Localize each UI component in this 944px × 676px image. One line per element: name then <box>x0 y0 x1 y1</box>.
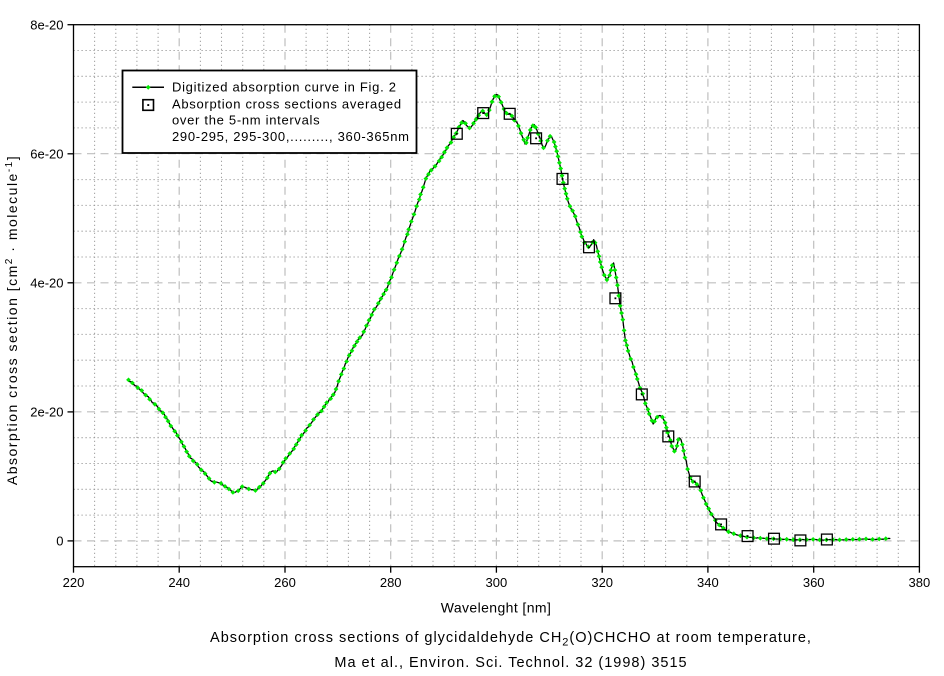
svg-text:2e-20: 2e-20 <box>30 405 63 420</box>
svg-text:Wavelenght [nm]: Wavelenght [nm] <box>441 600 552 616</box>
svg-text:300: 300 <box>486 575 508 590</box>
svg-text:Absorption cross section [cm2: Absorption cross section [cm2 · molecule… <box>4 155 20 485</box>
svg-text:4e-20: 4e-20 <box>30 276 63 291</box>
svg-text:Absorption cross sections of g: Absorption cross sections of glycidaldeh… <box>210 630 812 649</box>
svg-text:320: 320 <box>591 575 613 590</box>
svg-text:240: 240 <box>168 575 190 590</box>
svg-text:Absorption cross sections aver: Absorption cross sections averaged <box>172 97 402 112</box>
svg-text:Ma et al., Environ. Sci. Techn: Ma et al., Environ. Sci. Technol. 32 (19… <box>334 655 687 671</box>
svg-text:260: 260 <box>274 575 296 590</box>
svg-text:0: 0 <box>56 534 63 549</box>
svg-text:360: 360 <box>803 575 825 590</box>
svg-text:6e-20: 6e-20 <box>30 147 63 162</box>
svg-text:Digitized absorption curve in: Digitized absorption curve in Fig. 2 <box>172 79 397 94</box>
svg-text:340: 340 <box>697 575 719 590</box>
svg-text:8e-20: 8e-20 <box>30 17 63 32</box>
svg-text:over the 5-nm intervals: over the 5-nm intervals <box>172 112 320 127</box>
svg-text:380: 380 <box>909 575 931 590</box>
svg-text:220: 220 <box>63 575 85 590</box>
svg-text:290-295, 295-300,........., 36: 290-295, 295-300,........., 360-365nm <box>172 129 410 144</box>
svg-text:280: 280 <box>380 575 402 590</box>
